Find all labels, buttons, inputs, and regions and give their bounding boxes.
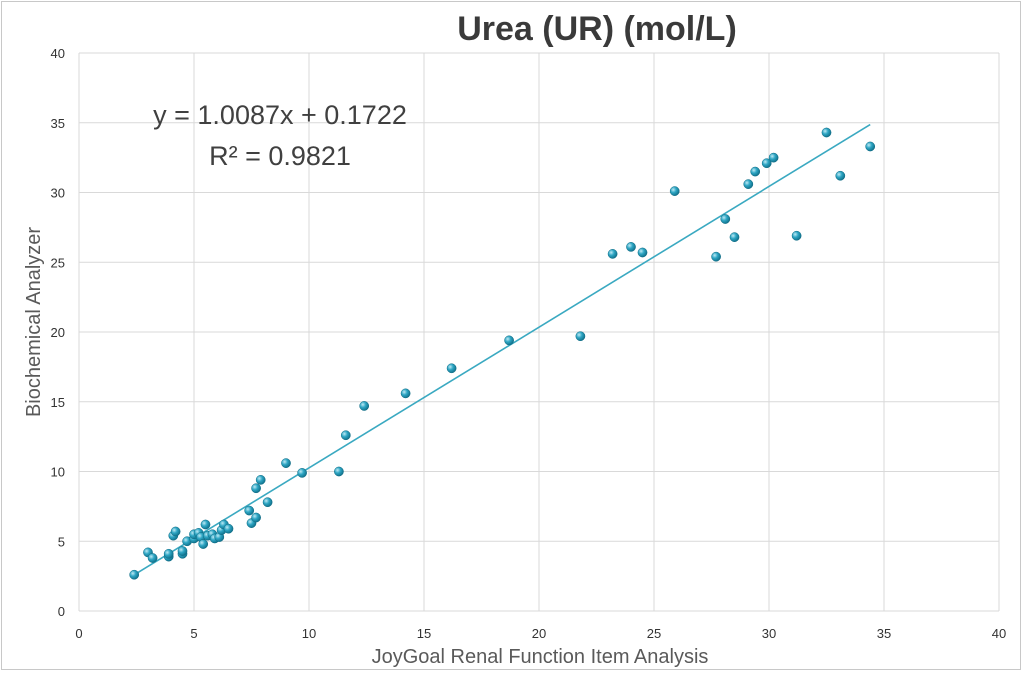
y-tick-label: 40 (51, 46, 65, 61)
data-point (761, 158, 772, 169)
data-point (743, 179, 754, 189)
y-tick-label: 25 (51, 255, 65, 270)
tick-layer: 0 5 10 15 20 25 30 35 40 0 5 10 15 20 25 30 35 40 (51, 46, 1007, 641)
data-point (129, 569, 140, 580)
equation-label: y = 1.0087x + 0.1722 (153, 100, 407, 130)
data-point (170, 526, 181, 537)
data-point (720, 214, 731, 224)
y-tick-label: 35 (51, 116, 65, 131)
data-point (607, 249, 618, 259)
data-point (835, 170, 846, 181)
data-point (223, 523, 234, 534)
point-layer (129, 127, 876, 580)
data-point (791, 230, 802, 241)
x-tick-label: 5 (190, 626, 197, 641)
y-tick-label: 20 (51, 325, 65, 340)
data-point (251, 512, 261, 523)
data-point (255, 475, 266, 485)
chart-title: Urea (UR) (mol/L) (457, 10, 737, 48)
x-tick-label: 10 (302, 626, 316, 641)
y-tick-label: 15 (51, 395, 65, 410)
x-tick-label: 25 (647, 626, 661, 641)
x-tick-label: 35 (877, 626, 891, 641)
data-point (768, 152, 779, 163)
data-point (711, 251, 721, 262)
r-squared-label: R² = 0.9821 (209, 141, 351, 171)
x-tick-label: 40 (992, 626, 1006, 641)
data-point (821, 127, 832, 138)
data-point (575, 331, 586, 342)
data-point (200, 519, 211, 530)
data-point (504, 335, 514, 346)
y-tick-label: 0 (58, 604, 65, 619)
data-point (340, 430, 351, 441)
data-point (198, 539, 209, 549)
trendline (133, 123, 871, 576)
x-axis-label: JoyGoal Renal Function Item Analysis (372, 646, 709, 668)
data-point (177, 546, 188, 556)
data-point (334, 466, 344, 477)
data-point (446, 363, 457, 374)
data-point (262, 497, 273, 508)
data-point (729, 232, 740, 242)
data-point (865, 141, 876, 152)
x-tick-label: 20 (532, 626, 546, 641)
data-point (626, 242, 636, 252)
grid-layer (78, 52, 1000, 612)
data-point (750, 166, 761, 177)
data-point (147, 553, 158, 563)
x-tick-label: 0 (75, 626, 82, 641)
data-point (297, 468, 307, 478)
data-point (637, 247, 648, 258)
data-point (281, 458, 291, 468)
data-point (251, 483, 261, 494)
data-point (163, 548, 174, 559)
data-point (244, 505, 255, 516)
x-tick-label: 30 (762, 626, 776, 641)
data-point (669, 186, 680, 196)
x-tick-label: 15 (417, 626, 431, 641)
y-tick-label: 30 (51, 186, 65, 201)
y-axis-label: Biochemical Analyzer (23, 227, 45, 417)
data-point (400, 388, 411, 399)
y-tick-label: 5 (58, 534, 65, 549)
y-tick-label: 10 (51, 465, 65, 480)
data-point (359, 401, 370, 411)
